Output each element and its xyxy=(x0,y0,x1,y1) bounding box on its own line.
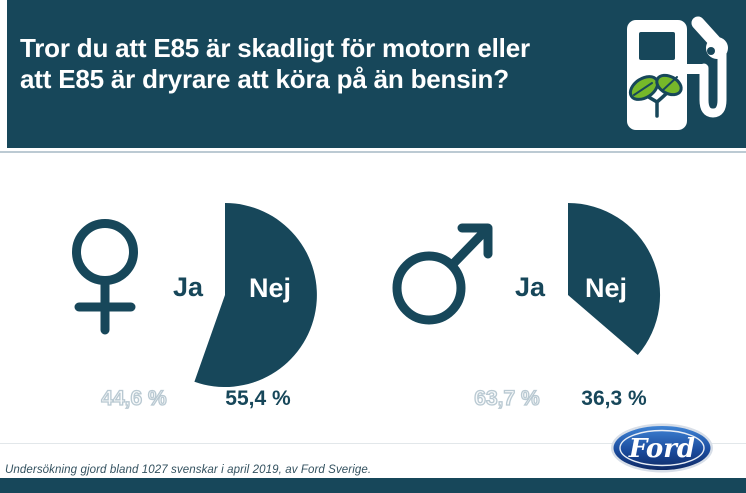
men-nej-percentage: 36,3 % xyxy=(581,387,647,410)
page-title-line2: att E85 är dryrare att köra på än bensin… xyxy=(20,64,509,94)
women-nej-label: Nej xyxy=(248,273,292,303)
women-nej-slice xyxy=(194,203,317,387)
bottom-bar xyxy=(0,478,746,493)
header-banner: Tror du att E85 är skadligt för motorn e… xyxy=(7,0,746,148)
women-pie-chart xyxy=(194,203,317,387)
footer-divider xyxy=(0,443,746,444)
page-title-line1: Tror du att E85 är skadligt för motorn e… xyxy=(20,33,530,63)
men-nej-slice xyxy=(568,202,661,355)
men-ja-percentage: 63,7 % xyxy=(474,386,541,410)
women-nej-percentage: 55,4 % xyxy=(225,387,291,410)
men-ja-label: Ja xyxy=(514,272,546,302)
women-ja-label: Ja xyxy=(172,272,204,302)
ford-logo: Ford xyxy=(611,423,713,473)
ford-logo-text: Ford xyxy=(628,434,695,464)
header-divider xyxy=(0,151,746,153)
men-pie-chart xyxy=(568,202,661,355)
female-symbol-icon xyxy=(72,219,138,335)
male-symbol-icon xyxy=(392,223,493,325)
women-ja-percentage: 44,6 % xyxy=(101,386,168,410)
page-title: Tror du att E85 är skadligt för motorn e… xyxy=(20,33,620,95)
eco-fuel-pump-icon xyxy=(627,16,728,130)
survey-source-note: Undersökning gjord bland 1027 svenskar i… xyxy=(5,464,372,476)
men-nej-label: Nej xyxy=(584,273,628,303)
